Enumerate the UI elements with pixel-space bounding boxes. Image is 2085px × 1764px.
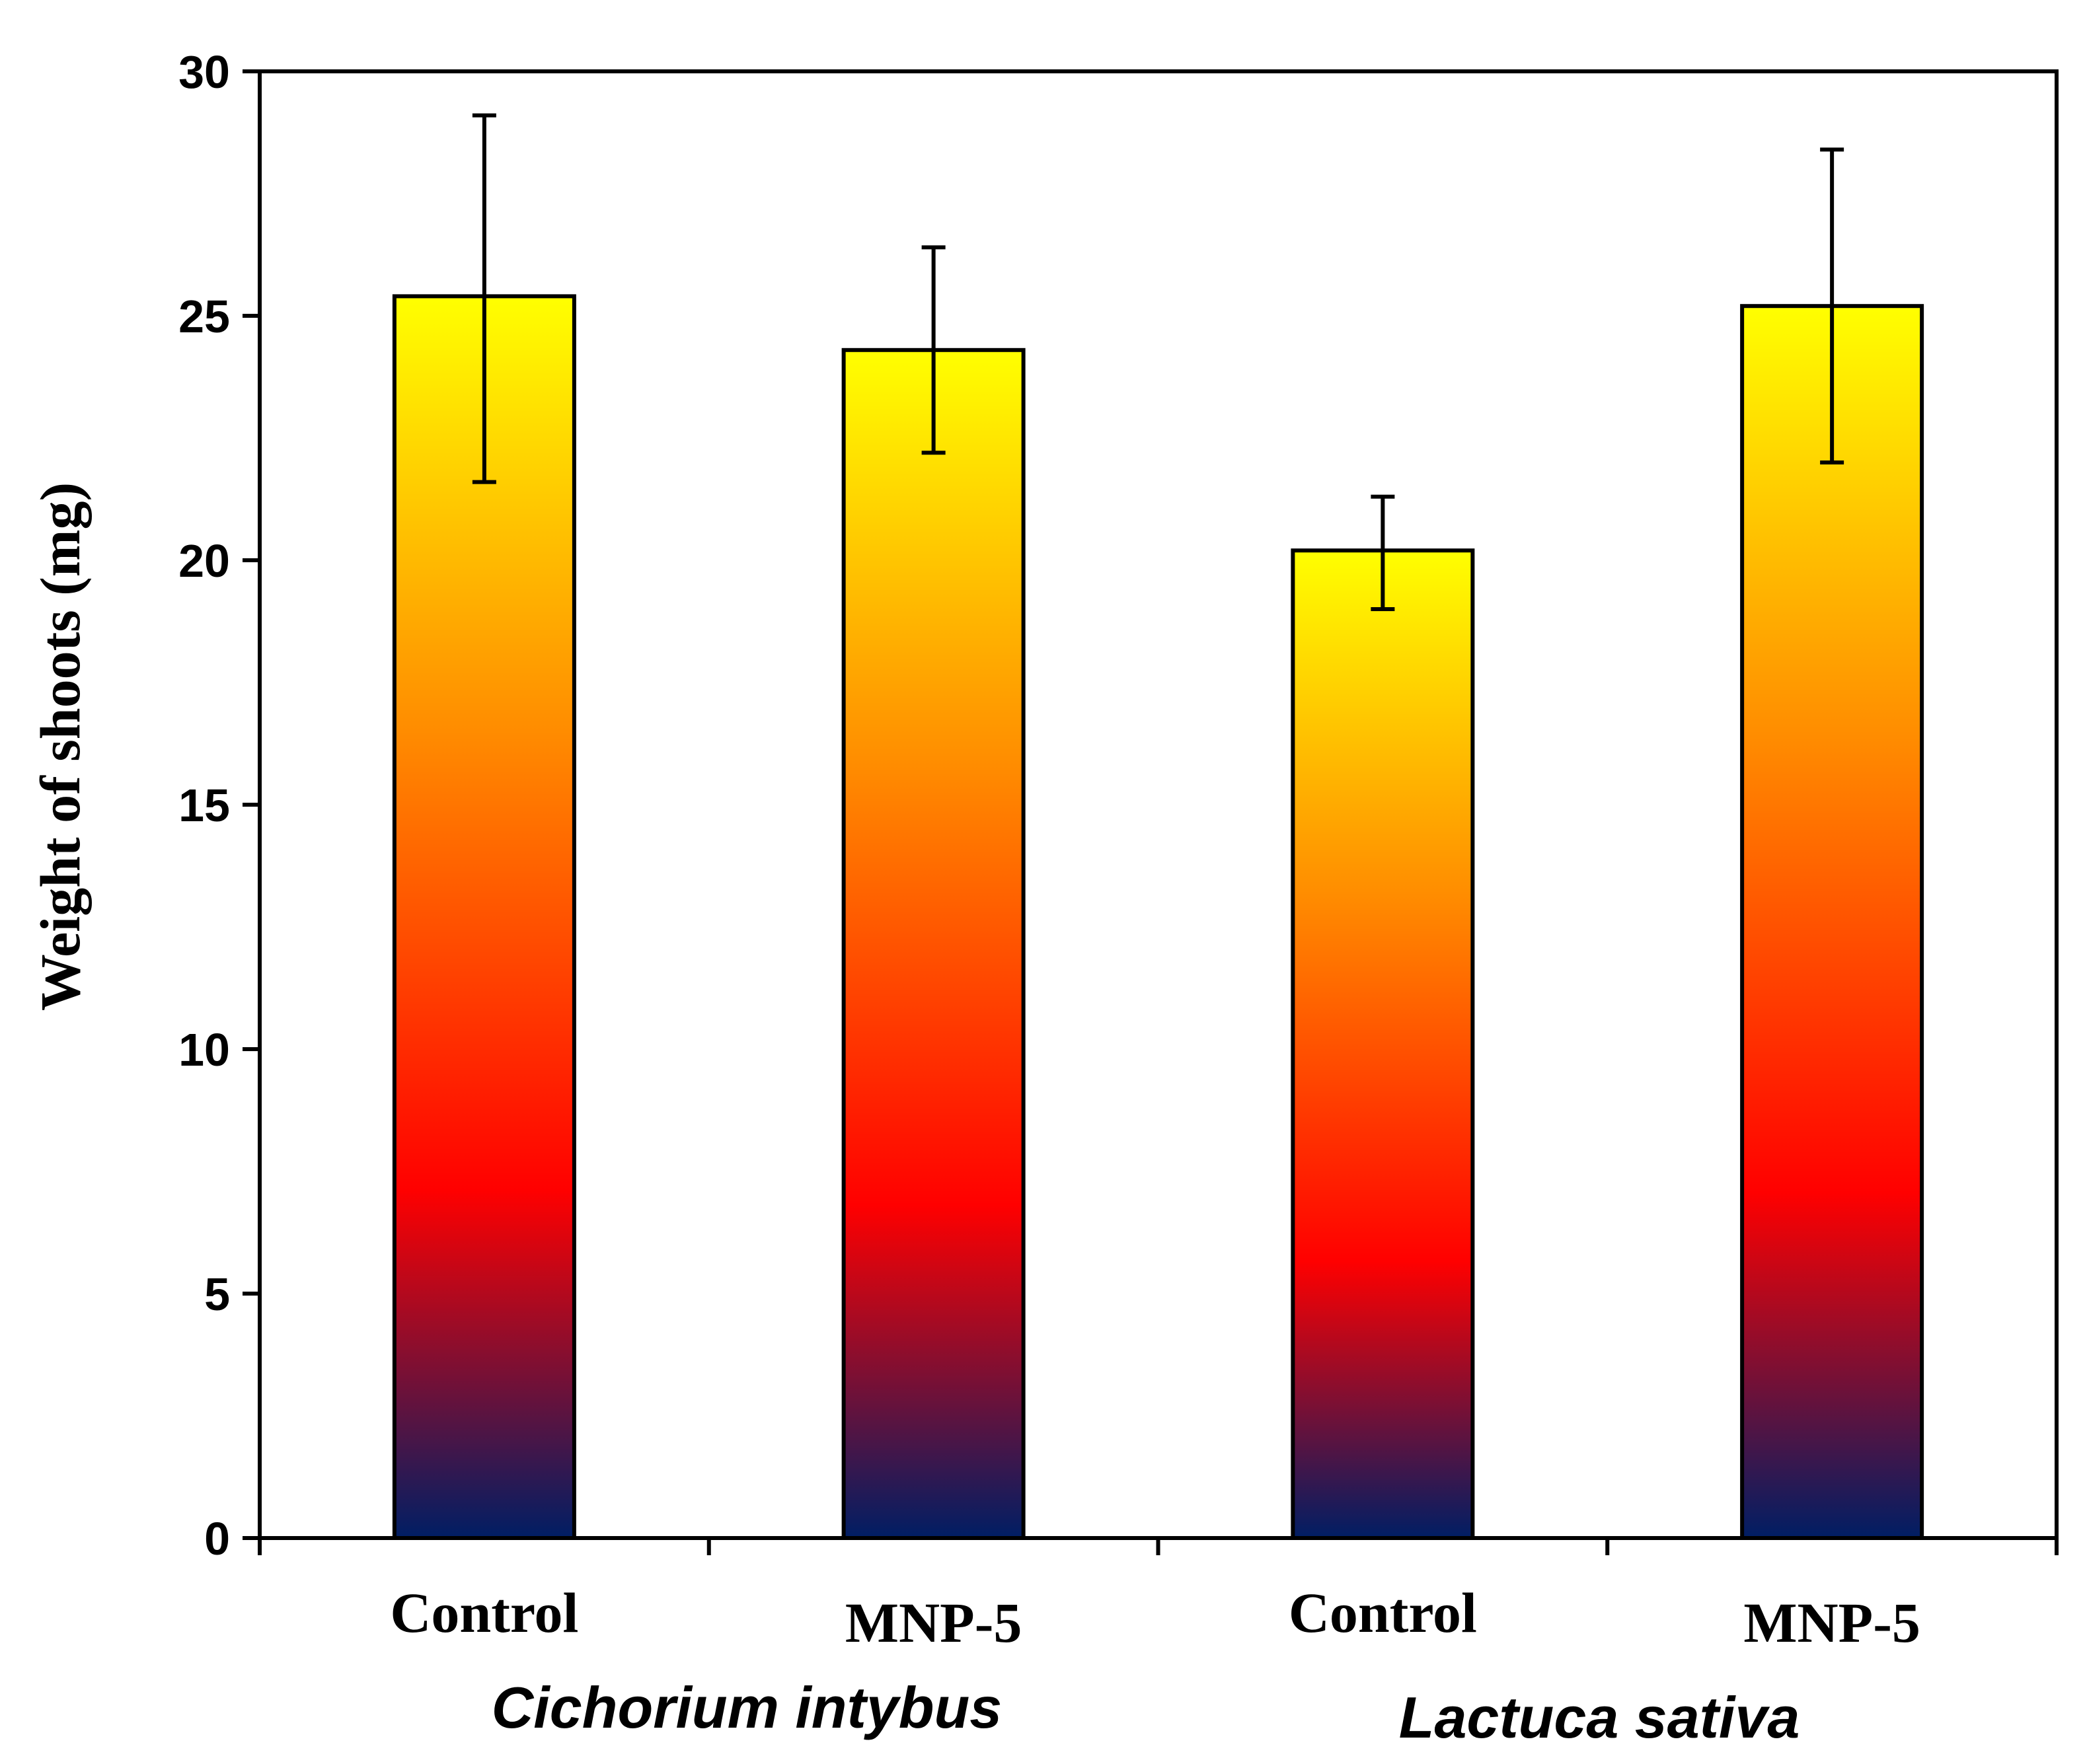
bar-2 [1291,548,1475,1541]
x-tick-label-0: Control [390,1581,578,1644]
group-label-1: Lactuca sativa [1399,1685,1800,1750]
x-tick-label-1: MNP-5 [845,1591,1022,1654]
y-tick-label-0: 0 [204,1513,230,1564]
y-tick-label-6: 30 [178,46,230,98]
y-tick-label-5: 25 [178,291,230,342]
x-tick-label-3: MNP-5 [1743,1591,1920,1654]
x-tick-label-2: Control [1289,1581,1477,1644]
y-tick-label-4: 20 [178,535,230,587]
bar-3 [1740,304,1924,1541]
y-tick-label-1: 5 [204,1268,230,1320]
y-axis-title: Weight of shoots (mg) [28,482,92,1011]
group-label-0: Cichorium intybus [492,1675,1003,1740]
y-tick-label-2: 10 [178,1024,230,1076]
bar-1 [841,348,1026,1540]
y-tick-label-3: 15 [178,780,230,831]
